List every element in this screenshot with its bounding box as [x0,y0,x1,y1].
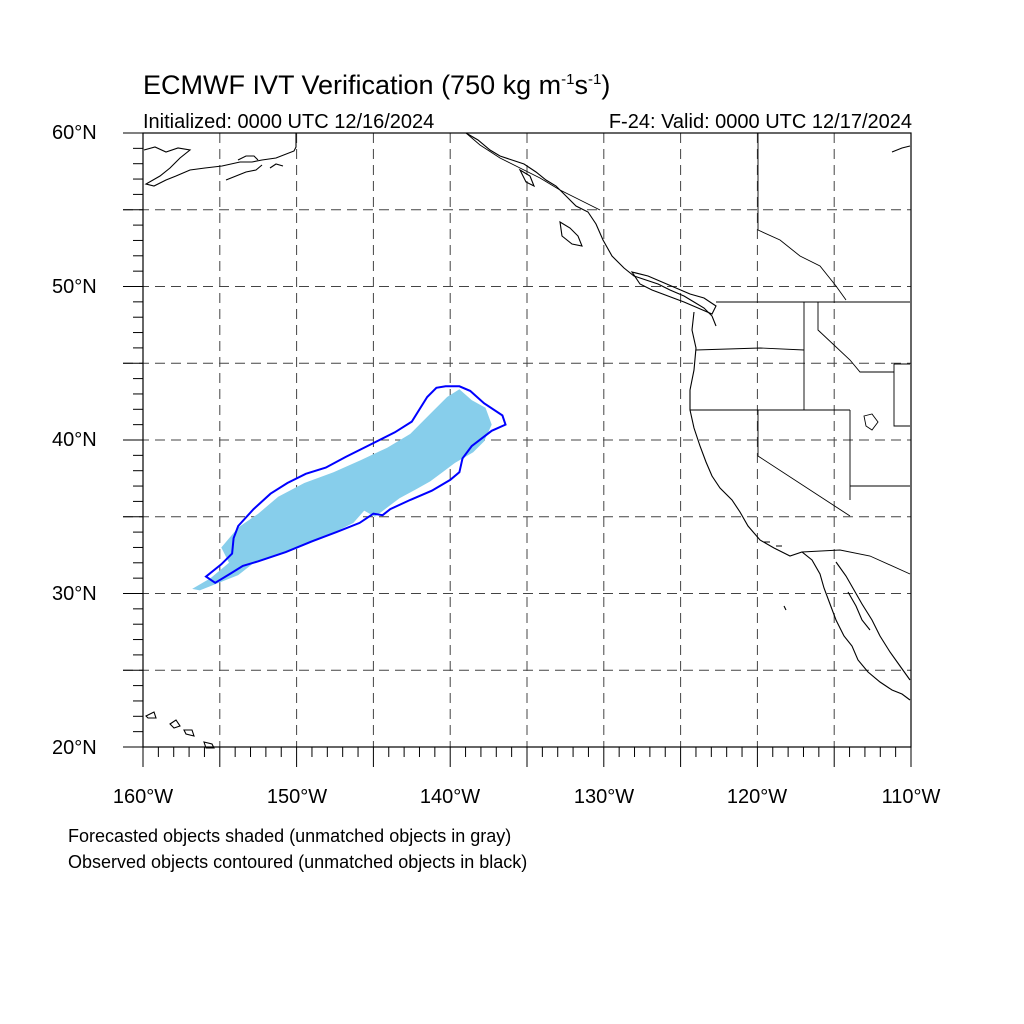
lon-label-120w: 120°W [726,786,788,808]
legend-note-forecast: Forecasted objects shaded (unmatched obj… [68,826,512,846]
coastline-ne-corner [891,145,911,153]
border-ca-nv [757,410,851,517]
lon-label-110w: 110°W [881,786,941,808]
lat-label-30: 30°N [52,583,97,605]
lat-label-20: 20°N [52,737,97,759]
great-salt-lake [863,413,879,431]
valid-label: F-24: Valid: 0000 UTC 12/17/2024 [608,111,912,133]
lat-label-40: 40°N [52,429,97,451]
lon-label-160w: 160°W [112,786,174,808]
map-grid [123,133,911,747]
political-borders [465,132,911,575]
lon-label-140w: 140°W [419,786,481,808]
legend-note-observed: Observed objects contoured (unmatched ob… [68,852,528,872]
coastline-us-west [689,311,911,701]
coastline-alaska [143,133,297,187]
border-wy [893,363,910,427]
forecast-object-shaded [192,389,492,591]
lat-label-50: 50°N [52,276,97,298]
coastline-hawaii [145,711,215,749]
lat-label-60: 60°N [52,122,97,144]
coastline-channel-islands [764,541,787,611]
title-main: ECMWF IVT Verification (750 kg m [143,70,562,100]
lakes [863,413,879,431]
coastline-alaska-islands [225,155,284,181]
border-id-mt [817,302,894,373]
coastline-baja [835,561,911,681]
border-wa-or [695,347,805,351]
title-close: ) [601,70,611,100]
initialized-label: Initialized: 0000 UTC 12/16/2024 [143,111,435,133]
lon-label-130w: 130°W [573,786,635,808]
axis-ticks [123,132,912,767]
chart-title: ECMWF IVT Verification (750 kg m-1s-1) [143,70,610,101]
title-exp-1: -1 [561,71,575,88]
coastline-panhandle [465,132,717,327]
observed-object-contour [204,385,507,584]
border-canada-provinces [757,133,847,301]
lon-label-150w: 150°W [266,786,328,808]
title-unit-s: s [574,70,588,100]
border-us-mexico [801,549,911,575]
title-exp-2: -1 [587,71,602,88]
border-alaska-canada [465,132,601,211]
coastline-bc-islands [518,168,717,315]
